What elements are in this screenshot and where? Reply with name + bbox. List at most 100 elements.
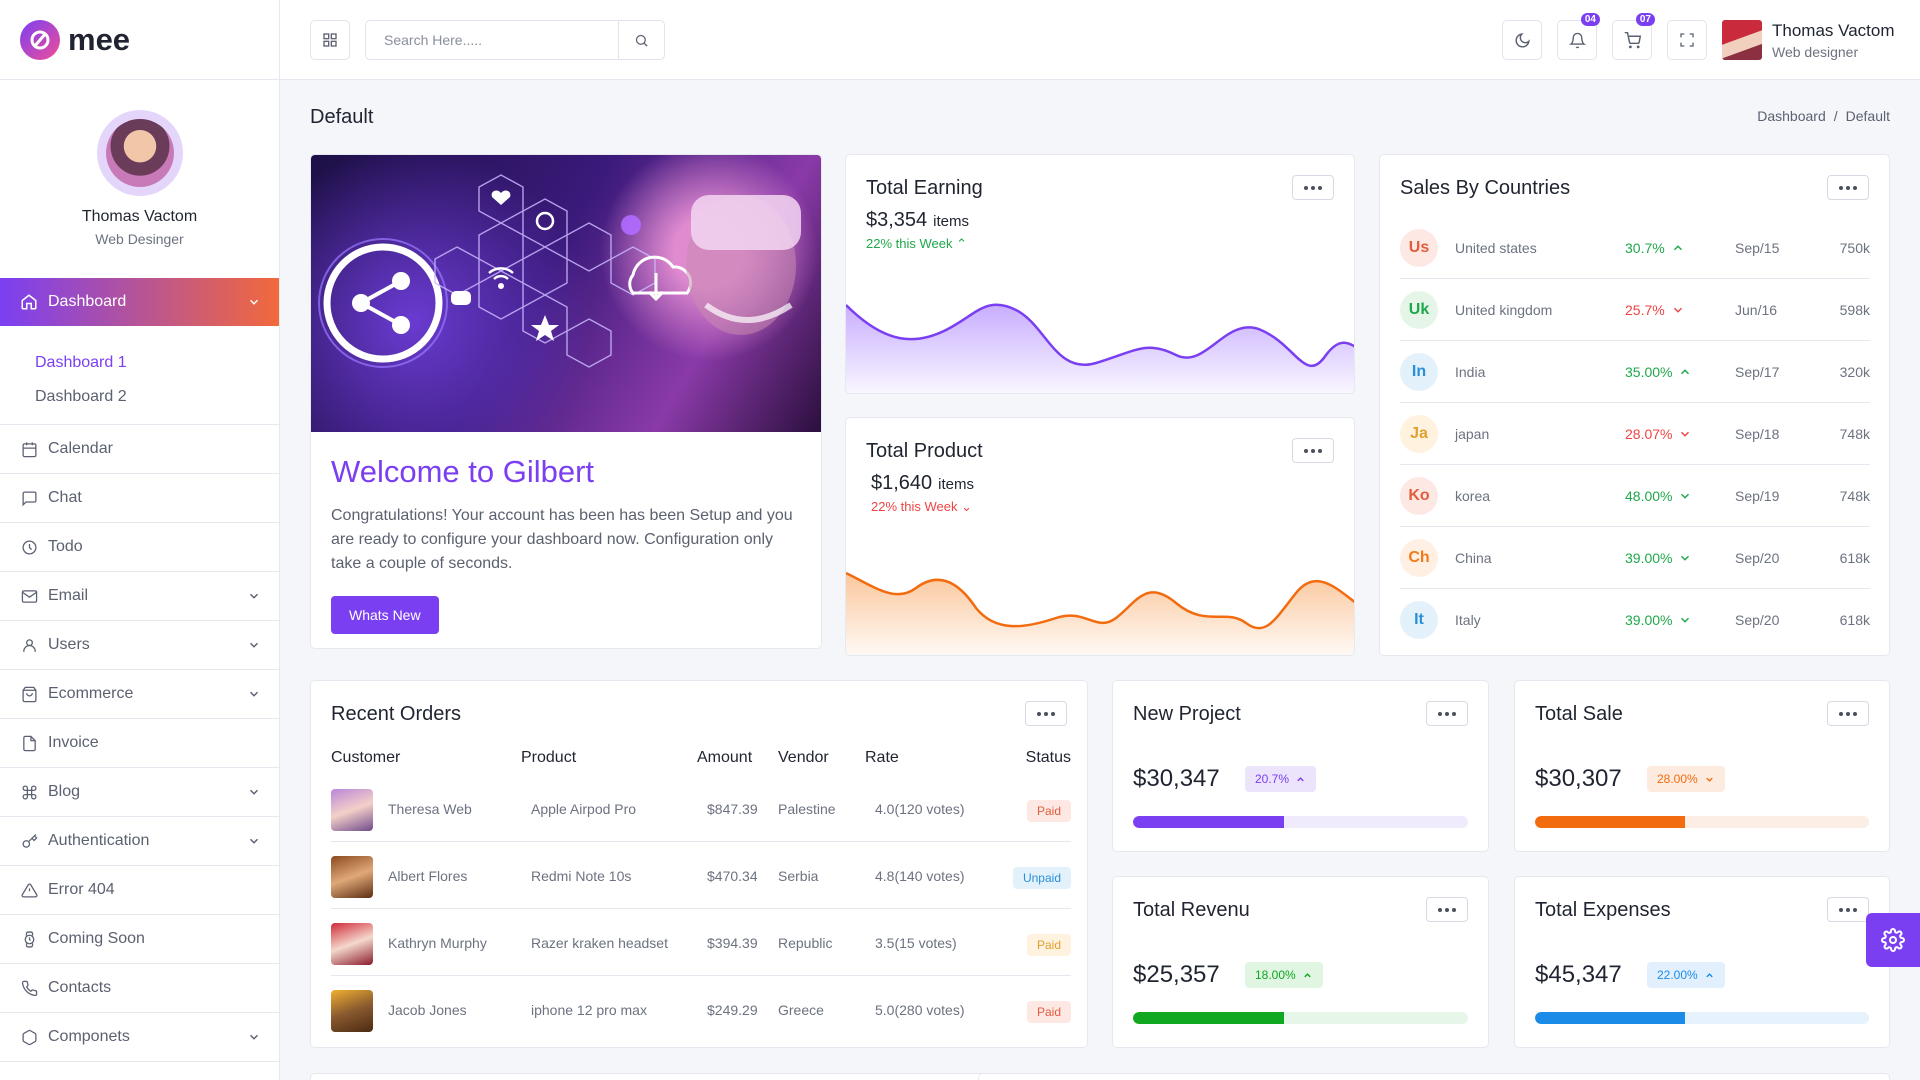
sidebar-item-todo[interactable]: Todo (0, 523, 279, 572)
sidebar-item-email[interactable]: Email (0, 572, 279, 621)
notifications-badge: 04 (1580, 13, 1600, 26)
more-options-button[interactable] (1426, 701, 1468, 726)
country-percent-value: 35.00% (1625, 363, 1673, 380)
country-value: 748k (1839, 487, 1870, 504)
more-options-button[interactable] (1827, 175, 1869, 200)
country-percent-value: 39.00% (1625, 549, 1673, 566)
status-badge: Paid (1026, 1001, 1071, 1023)
profile-name: Thomas Vactom (81, 208, 198, 225)
sidebar-item-invoice[interactable]: Invoice (0, 719, 279, 768)
sidebar-item-chat[interactable]: Chat (0, 474, 279, 523)
card-title: Total Product (866, 440, 983, 462)
sidebar-item-authentication[interactable]: Authentication (0, 817, 279, 866)
chevron-down-icon (1678, 613, 1692, 627)
logo[interactable]: mee (0, 0, 279, 80)
sidebar-item-error-404[interactable]: Error 404 (0, 866, 279, 915)
country-value: 750k (1839, 239, 1870, 256)
stat-percent-badge: 20.7% (1245, 766, 1317, 792)
new-project-card: New Project $30,347 20.7% (1112, 680, 1489, 852)
whats-new-button[interactable]: Whats New (331, 596, 439, 634)
more-options-button[interactable] (1426, 897, 1468, 922)
product-value: $1,640 items (871, 472, 974, 495)
card-title: Total Earning (866, 177, 983, 199)
chevron-down-icon (1704, 774, 1715, 785)
chevron-up-icon: ⌃ (956, 236, 967, 251)
more-options-button[interactable] (1292, 175, 1334, 200)
sidebar-item-coming-soon[interactable]: Coming Soon (0, 915, 279, 964)
search-icon (634, 33, 649, 48)
earning-unit: items (933, 213, 970, 230)
col-customer: Customer (331, 749, 401, 766)
country-row: Ch China 39.00% Sep/20 618k (1400, 527, 1870, 589)
order-amount: $394.39 (707, 935, 758, 951)
sidebar-item-componets[interactable]: Componets (0, 1013, 279, 1062)
bag-icon (21, 686, 38, 703)
profile-role: Web Desinger (95, 231, 184, 247)
fullscreen-button[interactable] (1667, 20, 1707, 60)
country-name: japan (1455, 425, 1490, 442)
earning-amount: $3,354 (866, 209, 928, 231)
country-date: Jun/16 (1735, 301, 1778, 318)
country-date: Sep/20 (1735, 549, 1780, 566)
order-rate: 3.5(15 votes) (875, 935, 957, 951)
country-percent-value: 39.00% (1625, 612, 1673, 628)
card-title: Recent Orders (331, 703, 462, 725)
chevron-down-icon (1678, 427, 1692, 441)
country-code-badge: Us (1400, 228, 1438, 267)
more-options-button[interactable] (1025, 701, 1067, 726)
cart-button[interactable]: 07 (1612, 13, 1655, 60)
table-row[interactable]: Jacob Jones iphone 12 pro max $249.29 Greec… (331, 976, 1071, 1043)
sidebar-item-label: Users (48, 636, 90, 653)
sidebar-subitem-dashboard-1[interactable]: Dashboard 1 (35, 354, 127, 371)
country-date: Sep/17 (1735, 363, 1780, 380)
more-options-button[interactable] (1827, 701, 1869, 726)
country-code-badge: Uk (1400, 290, 1438, 329)
table-row[interactable]: Theresa Web Apple Airpod Pro $847.39 Palest… (331, 775, 1071, 842)
settings-button[interactable] (1866, 913, 1920, 967)
dark-mode-button[interactable] (1502, 20, 1542, 60)
sidebar-item-ecommerce[interactable]: Ecommerce (0, 670, 279, 719)
profile-avatar[interactable] (96, 110, 183, 196)
table-row[interactable]: Albert Flores Redmi Note 10s $470.34 Serbia… (331, 842, 1071, 909)
sidebar-item-dashboard[interactable]: Dashboard (0, 278, 279, 326)
chevron-down-icon (247, 834, 261, 848)
country-percent: 39.00% (1625, 612, 1735, 628)
top-header: 04 07 Thomas Vactom Web designer (280, 0, 1920, 80)
sidebar-item-contacts[interactable]: Contacts (0, 964, 279, 1013)
country-value: 618k (1839, 549, 1870, 566)
alert-icon (21, 882, 38, 899)
user-menu[interactable]: Thomas Vactom Web designer (1722, 20, 1895, 60)
breadcrumb: Dashboard / Default (1757, 108, 1890, 124)
country-code-badge: Ch (1400, 538, 1438, 577)
country-name: Italy (1455, 612, 1481, 628)
order-vendor: Palestine (778, 801, 836, 817)
order-amount: $249.29 (707, 1002, 758, 1018)
chevron-up-icon (1295, 774, 1306, 785)
chevron-up-icon (1678, 365, 1692, 379)
country-code-badge: In (1400, 352, 1438, 391)
sidebar-item-users[interactable]: Users (0, 621, 279, 670)
progress-fill (1133, 1012, 1284, 1024)
calendar-icon (21, 441, 38, 458)
status-badge: Unpaid (1012, 867, 1071, 889)
sidebar-item-blog[interactable]: Blog (0, 768, 279, 817)
grid-icon (322, 32, 338, 48)
more-options-button[interactable] (1827, 897, 1869, 922)
cart-badge: 07 (1635, 13, 1655, 26)
order-amount: $847.39 (707, 801, 758, 817)
search-button[interactable] (618, 21, 664, 59)
country-row: In India 35.00% Sep/17 320k (1400, 341, 1870, 403)
apps-grid-button[interactable] (310, 20, 350, 60)
chevron-down-icon (247, 589, 261, 603)
breadcrumb-dashboard[interactable]: Dashboard (1757, 108, 1826, 124)
table-row[interactable]: Kathryn Murphy Razer kraken headset $394.3… (331, 909, 1071, 976)
search-input[interactable] (366, 21, 618, 59)
sidebar-subitem-dashboard-2[interactable]: Dashboard 2 (35, 388, 127, 405)
sidebar-item-calendar[interactable]: Calendar (0, 425, 279, 474)
stat-percent: 20.7% (1255, 772, 1290, 786)
more-options-button[interactable] (1292, 438, 1334, 463)
order-customer: Jacob Jones (388, 1002, 467, 1018)
sidebar-item-label: Coming Soon (48, 930, 145, 947)
notifications-button[interactable]: 04 (1557, 13, 1600, 60)
progress-fill (1535, 816, 1686, 828)
